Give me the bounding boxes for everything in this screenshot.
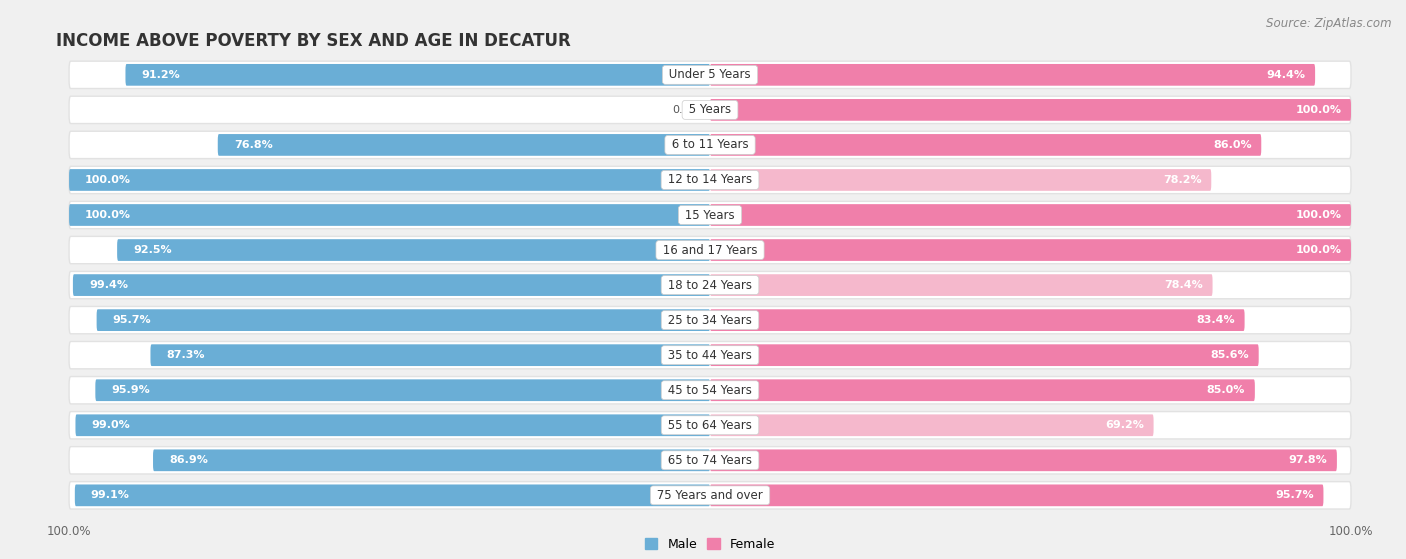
Text: 99.4%: 99.4% <box>89 280 128 290</box>
FancyBboxPatch shape <box>150 344 710 366</box>
FancyBboxPatch shape <box>69 272 1351 299</box>
Text: Under 5 Years: Under 5 Years <box>665 68 755 82</box>
FancyBboxPatch shape <box>710 485 1323 506</box>
Text: 12 to 14 Years: 12 to 14 Years <box>664 173 756 187</box>
Text: 97.8%: 97.8% <box>1288 455 1327 465</box>
Text: 69.2%: 69.2% <box>1105 420 1144 430</box>
Text: 100.0%: 100.0% <box>86 210 131 220</box>
FancyBboxPatch shape <box>69 96 1351 124</box>
Text: 6 to 11 Years: 6 to 11 Years <box>668 139 752 151</box>
FancyBboxPatch shape <box>69 342 1351 369</box>
FancyBboxPatch shape <box>710 380 1256 401</box>
Text: 35 to 44 Years: 35 to 44 Years <box>664 349 756 362</box>
Text: 100.0%: 100.0% <box>1295 245 1341 255</box>
Text: 94.4%: 94.4% <box>1267 70 1306 80</box>
Text: 92.5%: 92.5% <box>134 245 172 255</box>
FancyBboxPatch shape <box>125 64 710 86</box>
FancyBboxPatch shape <box>69 204 710 226</box>
Text: 99.0%: 99.0% <box>91 420 131 430</box>
Text: 45 to 54 Years: 45 to 54 Years <box>664 383 756 397</box>
FancyBboxPatch shape <box>218 134 710 156</box>
Text: 86.9%: 86.9% <box>169 455 208 465</box>
FancyBboxPatch shape <box>69 169 710 191</box>
FancyBboxPatch shape <box>153 449 710 471</box>
Legend: Male, Female: Male, Female <box>640 533 780 556</box>
Text: 78.2%: 78.2% <box>1163 175 1202 185</box>
FancyBboxPatch shape <box>69 447 1351 474</box>
FancyBboxPatch shape <box>69 411 1351 439</box>
FancyBboxPatch shape <box>69 61 1351 88</box>
Text: 91.2%: 91.2% <box>142 70 180 80</box>
Text: 0.0%: 0.0% <box>672 105 700 115</box>
FancyBboxPatch shape <box>117 239 710 261</box>
Text: 86.0%: 86.0% <box>1213 140 1251 150</box>
FancyBboxPatch shape <box>69 236 1351 264</box>
FancyBboxPatch shape <box>69 377 1351 404</box>
Text: 78.4%: 78.4% <box>1164 280 1204 290</box>
Text: 5 Years: 5 Years <box>685 103 735 116</box>
Text: 87.3%: 87.3% <box>166 350 205 360</box>
Text: 25 to 34 Years: 25 to 34 Years <box>664 314 756 326</box>
FancyBboxPatch shape <box>710 204 1351 226</box>
Text: 15 Years: 15 Years <box>682 209 738 221</box>
Text: 18 to 24 Years: 18 to 24 Years <box>664 278 756 292</box>
FancyBboxPatch shape <box>69 201 1351 229</box>
Text: 55 to 64 Years: 55 to 64 Years <box>664 419 756 432</box>
FancyBboxPatch shape <box>96 380 710 401</box>
FancyBboxPatch shape <box>710 134 1261 156</box>
Text: 95.7%: 95.7% <box>1275 490 1313 500</box>
FancyBboxPatch shape <box>710 449 1337 471</box>
FancyBboxPatch shape <box>710 274 1212 296</box>
FancyBboxPatch shape <box>97 309 710 331</box>
FancyBboxPatch shape <box>69 166 1351 193</box>
Text: 99.1%: 99.1% <box>91 490 129 500</box>
Text: 83.4%: 83.4% <box>1197 315 1234 325</box>
Text: 100.0%: 100.0% <box>86 175 131 185</box>
Text: Source: ZipAtlas.com: Source: ZipAtlas.com <box>1267 17 1392 30</box>
Text: 95.7%: 95.7% <box>112 315 152 325</box>
FancyBboxPatch shape <box>75 485 710 506</box>
FancyBboxPatch shape <box>710 99 1351 121</box>
FancyBboxPatch shape <box>710 169 1212 191</box>
FancyBboxPatch shape <box>710 309 1244 331</box>
Text: 76.8%: 76.8% <box>233 140 273 150</box>
Text: 95.9%: 95.9% <box>111 385 150 395</box>
Text: 65 to 74 Years: 65 to 74 Years <box>664 454 756 467</box>
FancyBboxPatch shape <box>69 482 1351 509</box>
FancyBboxPatch shape <box>69 131 1351 159</box>
Text: 100.0%: 100.0% <box>1295 210 1341 220</box>
Text: 100.0%: 100.0% <box>1295 105 1341 115</box>
Text: 85.6%: 85.6% <box>1211 350 1249 360</box>
FancyBboxPatch shape <box>710 414 1153 436</box>
Text: 16 and 17 Years: 16 and 17 Years <box>659 244 761 257</box>
FancyBboxPatch shape <box>69 306 1351 334</box>
FancyBboxPatch shape <box>710 344 1258 366</box>
FancyBboxPatch shape <box>73 274 710 296</box>
FancyBboxPatch shape <box>710 239 1351 261</box>
Text: INCOME ABOVE POVERTY BY SEX AND AGE IN DECATUR: INCOME ABOVE POVERTY BY SEX AND AGE IN D… <box>56 32 571 50</box>
FancyBboxPatch shape <box>76 414 710 436</box>
Text: 85.0%: 85.0% <box>1206 385 1246 395</box>
Text: 75 Years and over: 75 Years and over <box>654 489 766 502</box>
FancyBboxPatch shape <box>710 64 1315 86</box>
